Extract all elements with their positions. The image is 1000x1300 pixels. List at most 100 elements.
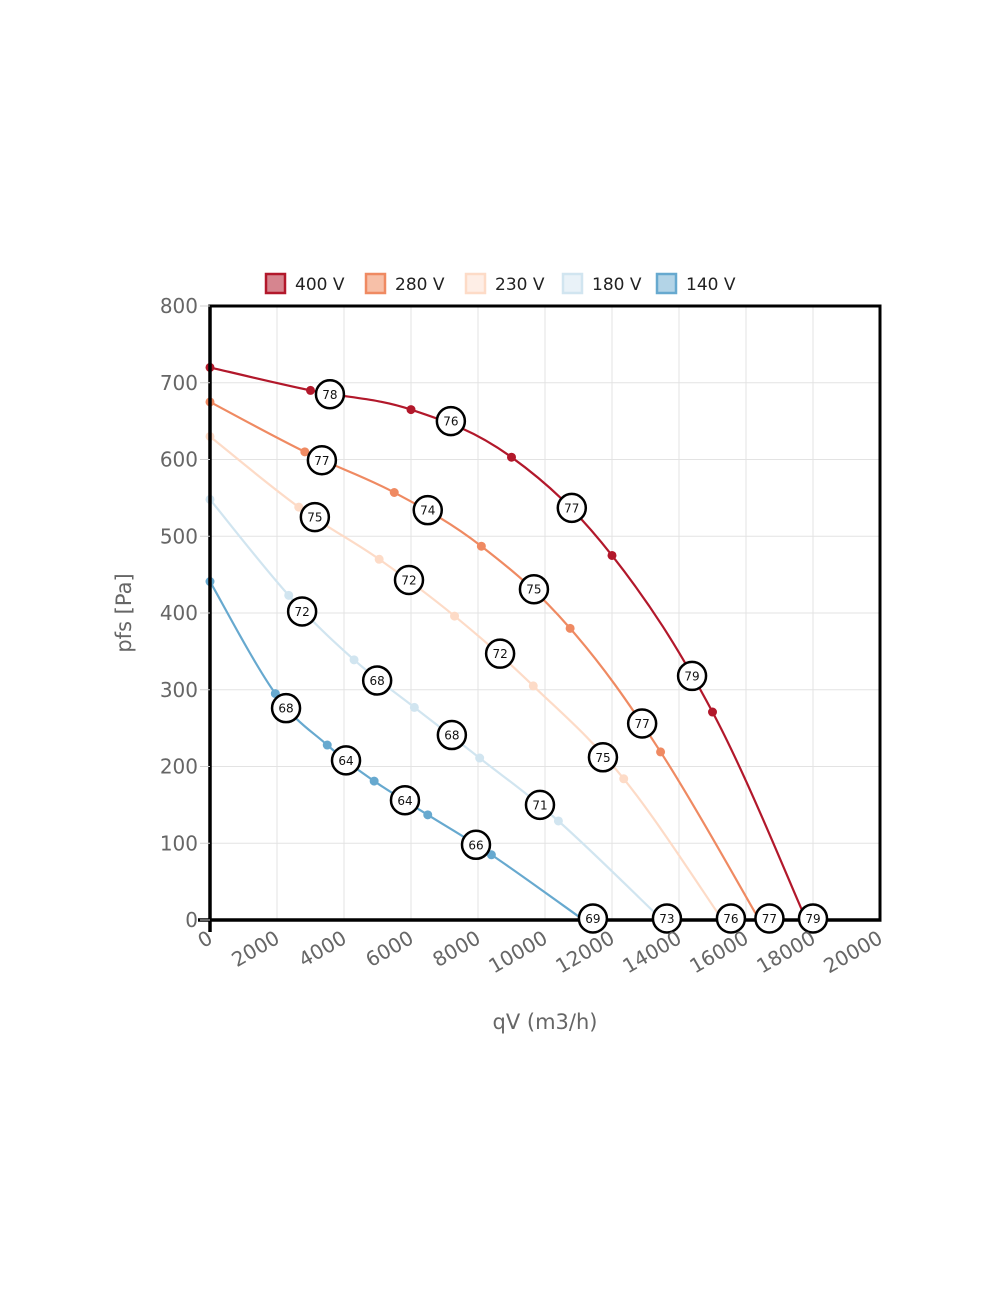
annotation-label: 72 [401,573,416,587]
efficiency-annotation: 75 [587,742,619,773]
efficiency-annotation: 64 [389,785,421,816]
annotation-circle [556,492,588,524]
x-tick-label: 10000 [484,926,551,979]
annotation-label: 64 [338,754,353,768]
annotation-circle [626,708,658,739]
annotation-circle [715,903,747,934]
annotation-label: 77 [762,912,777,926]
efficiency-annotation: 73 [651,903,683,934]
annotation-circle [518,573,550,605]
legend: 400 V 280 V 230 V 180 V 140 V [264,272,736,295]
annotation-circle [460,829,492,861]
annotation-circle [299,501,331,533]
y-tick-label: 500 [160,524,198,548]
annotation-label: 66 [468,838,483,852]
efficiency-annotation: 75 [299,501,331,533]
annotation-circle [754,903,785,934]
annotation-circle [270,692,302,724]
legend-item[interactable]: 400 V [264,272,345,295]
data-point [553,816,563,826]
annotation-label: 73 [659,912,674,926]
annotation-label: 71 [532,798,547,812]
annotation-circle [361,665,393,696]
y-axis-title: pfs [Pa] [112,573,136,652]
efficiency-annotation: 78 [314,379,346,410]
annotation-circle [484,638,516,669]
series-140v [205,577,585,921]
legend-item[interactable]: 140 V [655,272,736,295]
data-point [450,611,460,621]
legend-item[interactable]: 180 V [561,272,642,295]
x-tick-label: 4000 [294,926,350,972]
x-tick-label: 14000 [618,926,685,979]
annotation-circle [651,903,683,934]
annotation-label: 75 [526,583,541,597]
annotation-label: 69 [585,912,600,926]
annotation-label: 77 [314,454,329,468]
annotation-label: 75 [307,511,322,525]
legend-label: 280 V [395,275,445,295]
data-point [475,753,485,763]
y-tick-label: 800 [160,294,198,318]
y-tick-label: 0 [185,908,198,932]
data-point [300,447,310,457]
data-point [349,655,359,665]
annotation-circle [577,903,609,934]
y-tick-label: 600 [160,448,198,472]
x-tick-label: 0 [193,926,216,953]
annotation-circle [412,494,443,526]
data-point [507,452,516,462]
efficiency-annotation: 64 [330,745,362,776]
y-tick-label: 400 [160,601,198,625]
data-point [409,702,419,712]
data-point [476,541,486,551]
efficiency-annotation: 72 [484,638,516,669]
x-tick-label: 8000 [428,926,484,972]
annotation-label: 68 [444,729,459,743]
efficiency-annotation: 77 [626,708,658,739]
annotation-label: 68 [370,674,385,688]
data-point [656,747,666,757]
efficiency-annotation: 69 [577,903,609,934]
series-230v [205,431,724,921]
annotation-label: 79 [805,912,820,926]
annotation-circle [436,719,468,751]
efficiency-annotation: 68 [270,692,302,724]
annotations-layer: 78 76 77 79 79 77 74 75 77 77 75 72 72 75 76 72 68 68 71 73… [270,379,829,934]
annotation-label: 79 [684,669,699,683]
legend-item[interactable]: 230 V [464,272,545,295]
legend-swatch [464,272,487,295]
legend-label: 140 V [686,275,736,295]
series-280v [205,397,761,921]
annotation-circle [524,789,556,821]
legend-label: 400 V [295,275,345,295]
legend-swatch [264,272,287,295]
data-point [322,740,332,750]
data-point [374,554,384,564]
data-point [406,405,416,415]
annotation-circle [306,445,338,476]
y-tick-label: 100 [160,831,198,855]
efficiency-annotation: 68 [361,665,393,696]
efficiency-annotation: 66 [460,829,492,861]
x-axis-ticks: 0 2000 4000 6000 8000 10000 12000 14000 16000 180… [193,926,886,979]
annotation-label: 75 [595,751,610,765]
legend-label: 180 V [592,275,642,295]
x-axis-title: qV (m3/h) [493,1010,598,1034]
annotation-circle [330,745,362,776]
efficiency-annotation: 68 [436,719,468,751]
x-tick-label: 18000 [752,926,819,979]
legend-item[interactable]: 280 V [364,272,445,295]
y-tick-label: 700 [160,371,198,395]
data-point [284,590,294,600]
efficiency-annotation: 75 [518,573,550,605]
efficiency-annotation: 77 [754,903,785,934]
annotation-label: 64 [397,794,412,808]
efficiency-annotation: 72 [286,596,318,627]
legend-label: 230 V [495,275,545,295]
series-180v [205,494,664,921]
efficiency-annotation: 79 [676,660,708,692]
x-tick-label: 20000 [819,926,886,979]
data-point [565,623,575,633]
